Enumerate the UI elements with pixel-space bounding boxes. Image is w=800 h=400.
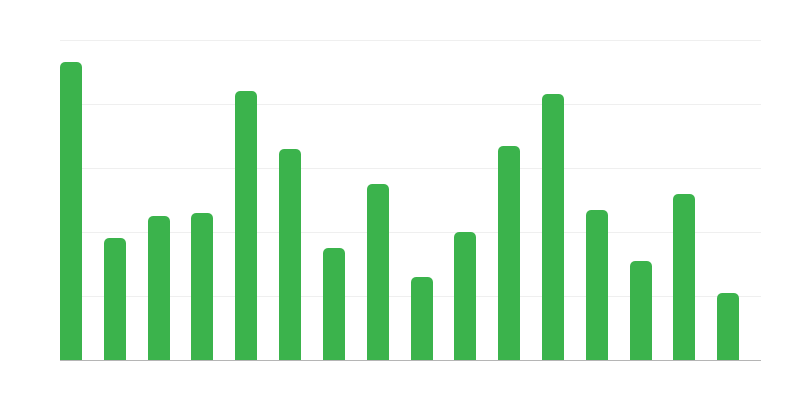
gridline xyxy=(60,232,761,233)
bar[interactable] xyxy=(717,292,740,360)
bar[interactable] xyxy=(673,193,696,360)
bar[interactable] xyxy=(498,145,521,360)
bar[interactable] xyxy=(541,94,564,360)
bar[interactable] xyxy=(191,212,214,360)
bar[interactable] xyxy=(585,209,608,360)
bar[interactable] xyxy=(147,216,170,360)
gridline xyxy=(60,40,761,41)
bar[interactable] xyxy=(322,248,345,360)
gridline xyxy=(60,104,761,105)
bar[interactable] xyxy=(103,238,126,360)
bar[interactable] xyxy=(410,276,433,360)
bar[interactable] xyxy=(235,91,258,360)
plot-area xyxy=(60,40,761,362)
bar[interactable] xyxy=(60,62,82,360)
gridline xyxy=(60,168,761,169)
bar[interactable] xyxy=(366,184,389,360)
bar[interactable] xyxy=(454,232,477,360)
bar[interactable] xyxy=(279,148,302,360)
bar[interactable] xyxy=(629,260,652,360)
x-axis-line xyxy=(60,360,761,362)
